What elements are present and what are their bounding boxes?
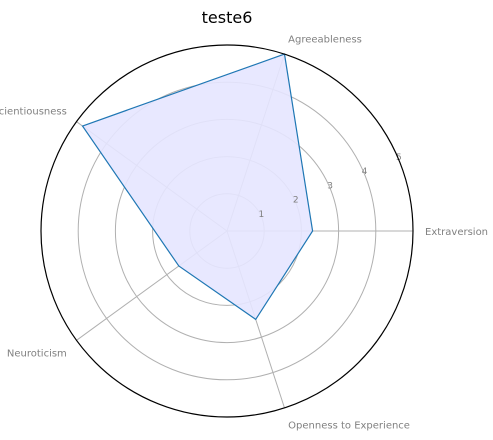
- axis-label: Agreeableness: [288, 35, 362, 46]
- tick-label: 1: [259, 210, 265, 220]
- radar-series: [81, 53, 314, 321]
- tick-label: 5: [396, 153, 402, 163]
- axis-label: Extraversion: [425, 227, 488, 238]
- radar-frame: [40, 44, 414, 418]
- axis-label: Conscientiousness: [0, 107, 67, 118]
- tick-label: 3: [327, 181, 333, 191]
- axis-label: Neuroticism: [7, 348, 67, 359]
- series-line: [81, 53, 314, 321]
- radial-ticks: 1 2 3 4 5: [259, 153, 402, 220]
- axis-labels: Extraversion Agreeableness Conscientiousne…: [0, 35, 488, 432]
- tick-label: 2: [293, 196, 299, 206]
- axis-label: Openness to Experience: [288, 420, 410, 431]
- series-area: [82, 54, 313, 320]
- tick-label: 4: [362, 167, 368, 177]
- chart-title: teste6: [202, 8, 253, 27]
